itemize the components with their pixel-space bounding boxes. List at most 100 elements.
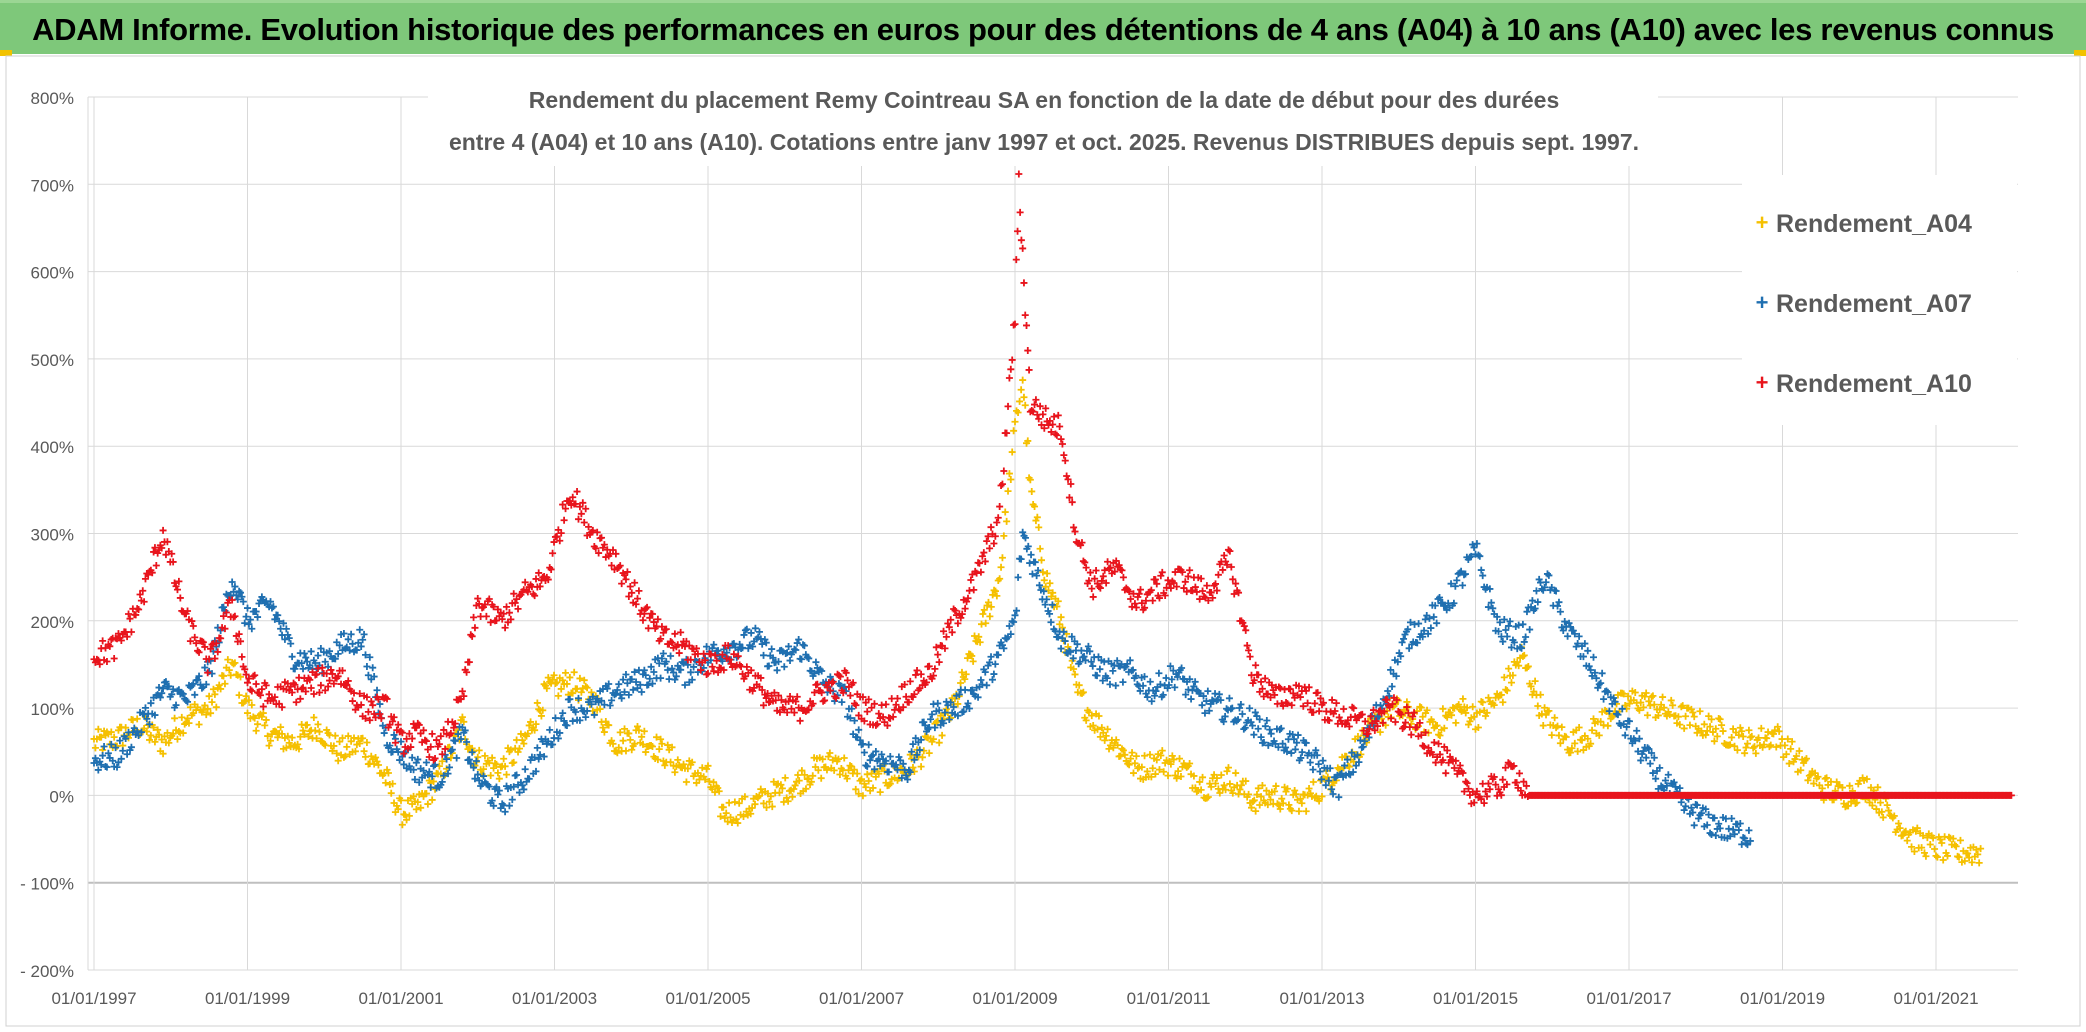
data-point (1078, 539, 1086, 547)
data-point (934, 699, 942, 707)
data-point (384, 769, 392, 777)
data-point (1254, 725, 1262, 733)
data-point (1047, 428, 1055, 436)
data-point (400, 750, 408, 758)
data-point (126, 615, 134, 623)
data-point (192, 639, 200, 647)
data-point (244, 604, 251, 612)
data-point (465, 658, 473, 666)
data-point (964, 594, 972, 602)
data-point (360, 747, 368, 755)
chart-title-line1: Rendement du placement Remy Cointreau SA… (529, 87, 1560, 113)
data-point (237, 673, 245, 681)
data-point (1649, 692, 1657, 700)
data-point (1686, 721, 1694, 729)
data-point (1220, 718, 1228, 726)
data-point (475, 746, 483, 754)
data-point (100, 742, 108, 750)
data-point (1322, 781, 1330, 789)
data-point (826, 749, 834, 757)
data-point (1021, 534, 1029, 542)
data-point (474, 595, 482, 603)
data-point (1403, 703, 1411, 711)
data-point (515, 789, 523, 797)
data-point (1503, 632, 1511, 640)
data-point (798, 767, 806, 775)
data-point (1003, 517, 1011, 525)
data-point (189, 680, 197, 688)
data-point (1505, 622, 1513, 630)
data-point (1238, 710, 1246, 718)
data-point (1642, 689, 1650, 697)
data-point (1650, 754, 1658, 762)
data-point (1419, 713, 1427, 721)
data-point (1738, 727, 1746, 735)
data-point (1575, 724, 1583, 732)
data-point (340, 630, 348, 638)
data-point (1838, 784, 1846, 792)
data-point (1645, 745, 1653, 753)
data-point (1507, 679, 1515, 687)
data-point (104, 749, 112, 757)
data-point (1212, 580, 1220, 588)
data-point (1157, 751, 1165, 759)
data-point (1469, 703, 1477, 711)
data-point (795, 636, 803, 644)
data-point (1625, 717, 1633, 725)
data-point (1065, 494, 1073, 502)
data-point (618, 694, 626, 702)
data-point (1293, 739, 1301, 747)
data-point (1040, 587, 1048, 595)
data-point (1029, 408, 1037, 416)
data-point (1042, 583, 1050, 591)
data-point (917, 736, 925, 744)
data-point (557, 529, 565, 537)
data-point (566, 673, 574, 681)
data-point (394, 805, 402, 813)
data-point (1633, 727, 1641, 735)
data-point (470, 613, 478, 621)
data-point (251, 714, 259, 722)
data-point (501, 624, 509, 632)
data-point (1250, 676, 1258, 684)
data-point (633, 595, 641, 603)
data-point (1297, 754, 1305, 762)
data-point (1467, 552, 1475, 560)
data-point (875, 770, 883, 778)
data-point (1070, 523, 1078, 531)
data-point (1227, 563, 1235, 571)
data-point (1751, 743, 1759, 751)
data-point (1205, 707, 1213, 715)
data-point (852, 785, 860, 793)
data-point (1644, 744, 1652, 752)
data-point (1198, 701, 1206, 709)
data-point (1149, 597, 1157, 605)
data-point (1155, 594, 1163, 602)
data-point (1645, 697, 1653, 705)
data-point (609, 740, 617, 748)
data-point (668, 665, 676, 673)
data-point (642, 671, 650, 679)
data-point (96, 660, 104, 668)
data-point (338, 667, 346, 675)
data-point (621, 725, 629, 733)
data-point (184, 698, 192, 706)
data-point (1207, 783, 1215, 791)
data-point (619, 737, 627, 745)
data-point (454, 730, 462, 738)
data-point (1476, 708, 1484, 716)
data-point (781, 774, 789, 782)
data-point (424, 800, 432, 808)
data-point (741, 793, 749, 801)
data-point (265, 690, 273, 698)
data-point (245, 620, 253, 628)
data-point (1125, 761, 1133, 769)
data-point (178, 713, 186, 721)
data-point (1733, 746, 1741, 754)
data-point (1178, 568, 1186, 576)
data-point (632, 600, 640, 608)
data-point (1505, 665, 1513, 673)
data-point (1436, 750, 1444, 758)
data-point (520, 740, 528, 748)
data-point (805, 654, 813, 662)
